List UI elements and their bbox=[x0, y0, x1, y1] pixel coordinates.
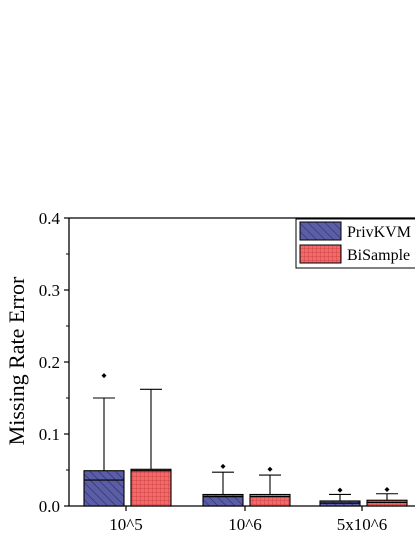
y-tick-label: 0.0 bbox=[39, 497, 60, 516]
legend: PrivKVM BiSample bbox=[295, 218, 415, 269]
axes: 0.0 0.1 0.2 0.3 0.4 10^5 10^6 5x10^6 bbox=[39, 209, 415, 534]
outlier-point bbox=[101, 373, 107, 379]
box-iqr bbox=[202, 493, 244, 507]
box-iqr bbox=[249, 493, 291, 507]
box-iqr bbox=[83, 470, 125, 507]
box-bisample-2 bbox=[366, 486, 408, 507]
box-privkvm-0 bbox=[83, 373, 125, 507]
legend-label-privkvm: PrivKVM bbox=[347, 224, 411, 241]
outlier-point bbox=[384, 486, 390, 492]
legend-swatch-privkvm bbox=[299, 221, 342, 241]
y-tick-label: 0.2 bbox=[39, 353, 60, 372]
boxes-layer bbox=[83, 373, 408, 507]
y-axis-title: Missing Rate Error bbox=[4, 276, 29, 445]
x-tick-label: 10^5 bbox=[109, 515, 142, 534]
outlier-point bbox=[220, 463, 226, 469]
y-tick-label: 0.3 bbox=[39, 281, 60, 300]
box-iqr bbox=[130, 468, 172, 507]
y-tick-label: 0.4 bbox=[39, 209, 61, 228]
legend-label-bisample: BiSample bbox=[347, 247, 410, 264]
y-tick-label: 0.1 bbox=[39, 425, 60, 444]
x-tick-label: 10^6 bbox=[228, 515, 261, 534]
box-privkvm-1 bbox=[202, 463, 244, 507]
box-bisample-1 bbox=[249, 466, 291, 507]
x-tick-label: 5x10^6 bbox=[337, 515, 387, 534]
box-iqr bbox=[366, 499, 408, 507]
outlier-point bbox=[267, 466, 273, 472]
box-privkvm-2 bbox=[319, 487, 361, 507]
outlier-point bbox=[337, 487, 343, 493]
legend-swatch-bisample bbox=[299, 244, 342, 264]
box-bisample-0 bbox=[130, 388, 172, 507]
